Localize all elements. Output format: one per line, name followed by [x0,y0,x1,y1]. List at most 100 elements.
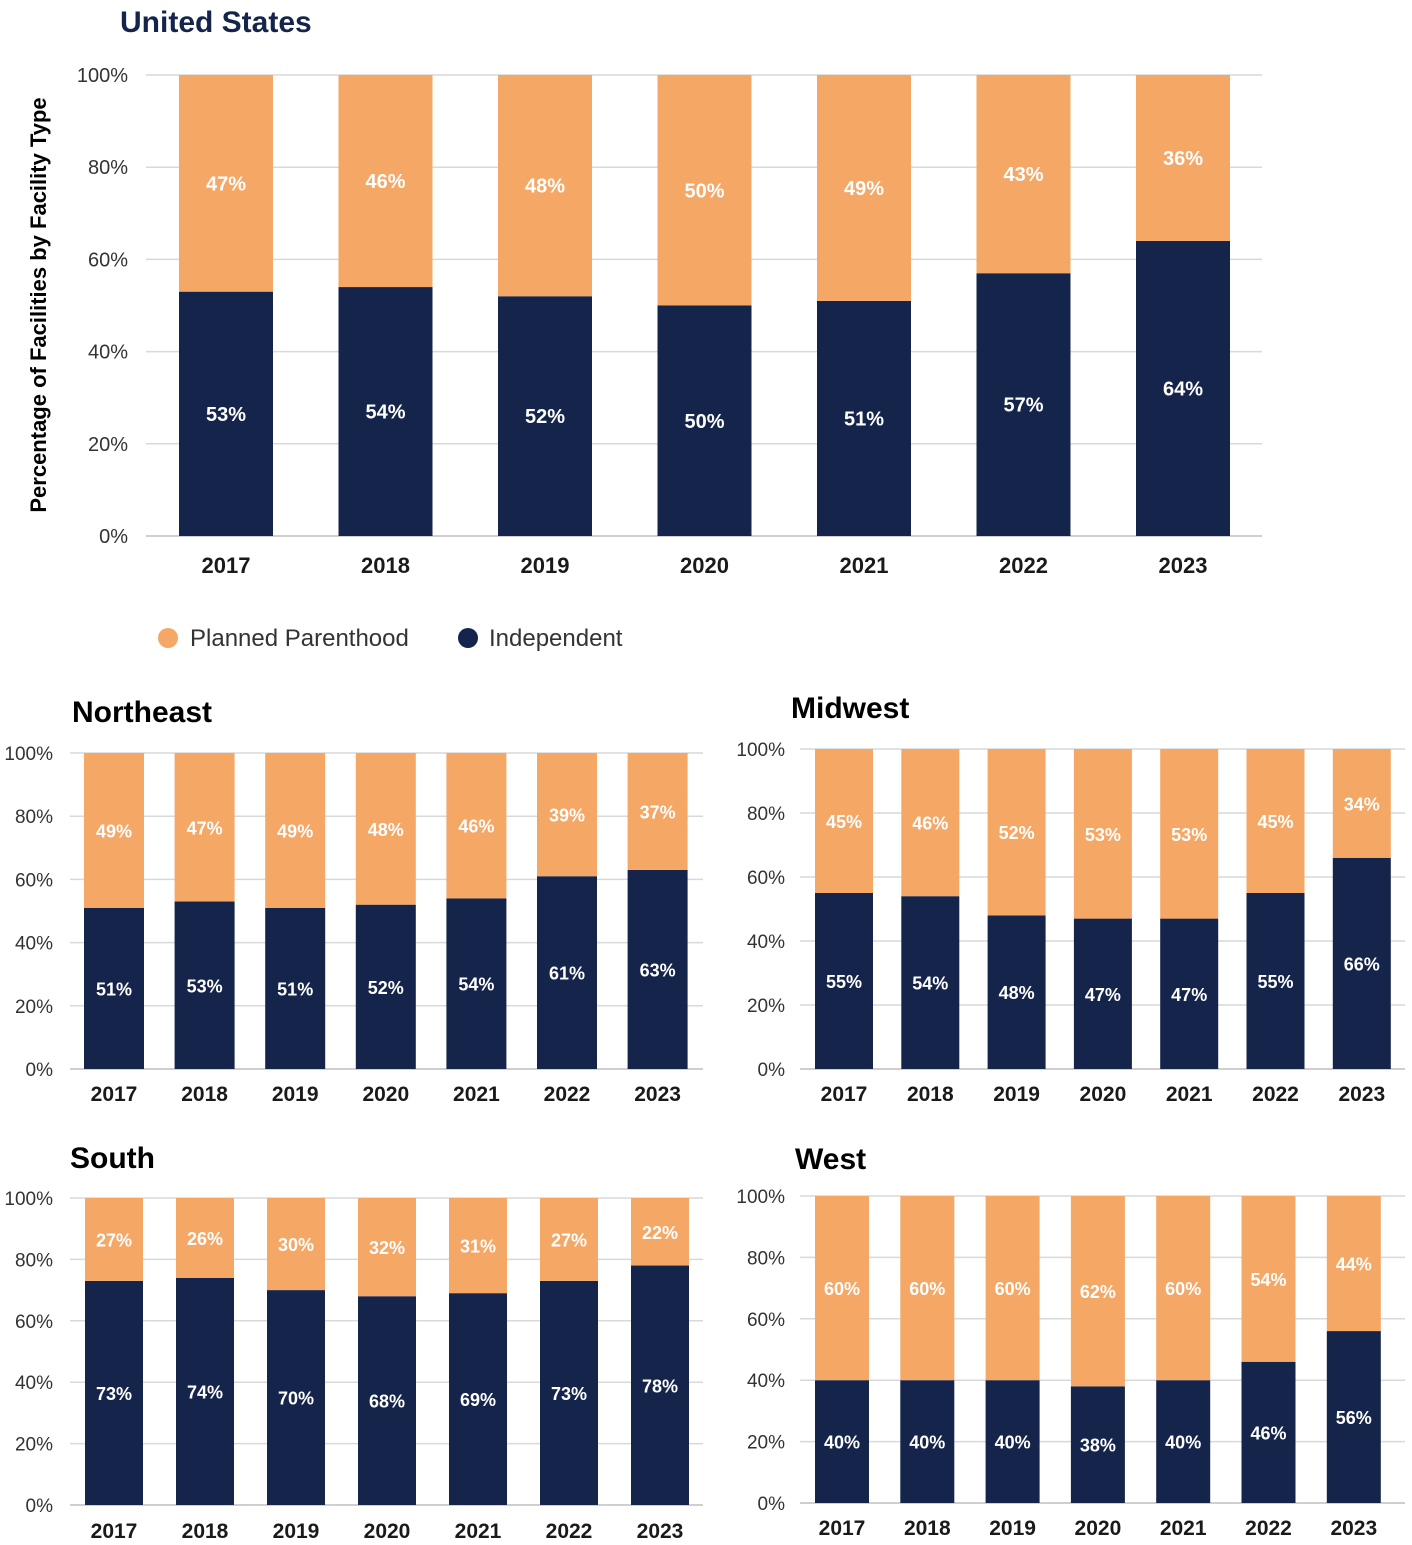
value-label-planned-parenthood-2022: 45% [1257,812,1293,832]
x-tick-label: 2022 [544,1083,591,1106]
bars [179,75,1230,536]
bar-independent-2017 [179,291,273,536]
chart-south: South 73% 27% 74% 26% 70% 30% 68% 32% 69% 31% 73% 2… [4,1142,703,1543]
value-label-planned-parenthood-2017: 47% [206,173,246,195]
value-label-independent-2020: 52% [368,978,404,998]
y-tick-label: 0% [758,1060,786,1081]
bar-independent-2017 [85,1280,143,1505]
bar-independent-2017 [815,893,873,1069]
bar-planned-parenthood-2017 [815,749,873,893]
value-label-independent-2021: 51% [844,408,884,430]
bar-independent-2018 [900,1380,955,1503]
value-label-planned-parenthood-2017: 45% [826,812,862,832]
bar-planned-parenthood-2020 [1073,749,1132,919]
value-label-planned-parenthood-2018: 46% [912,814,948,834]
value-label-planned-parenthood-2023: 36% [1163,148,1203,170]
y-tick-label: 40% [15,934,53,955]
x-tick-label: 2022 [999,553,1048,578]
x-tick-label: 2017 [821,1083,868,1106]
bar-planned-parenthood-2020 [358,1198,416,1297]
chart-title-south: South [70,1142,155,1175]
x-tick-labels: 2017 2018 2019 2020 2021 2022 2023 [819,1517,1378,1540]
y-tick-label: 20% [15,1435,53,1456]
value-label-planned-parenthood-2021: 53% [1171,825,1207,845]
value-label-independent-2022: 57% [1003,395,1043,417]
bar-independent-2021 [446,898,507,1069]
chart-title-midwest: Midwest [791,692,909,725]
value-label-independent-2018: 74% [187,1382,223,1402]
x-tick-label: 2023 [1330,1517,1377,1540]
x-tick-label: 2018 [907,1083,954,1106]
bar-independent-2019 [265,907,326,1069]
chart-northeast: Northeast 51% 49% 53% 47% 51% 49% 52% 48% 54% 46%… [4,696,703,1106]
bar-independent-2017 [84,907,144,1069]
bar-planned-parenthood-2022 [1246,749,1305,893]
x-tick-labels: 2017 2018 2019 2020 2021 2022 2023 [821,1083,1386,1106]
y-tick-label: 80% [747,1248,785,1269]
value-label-planned-parenthood-2023: 37% [640,802,676,822]
x-tick-label: 2019 [521,553,570,578]
bar-planned-parenthood-2022 [540,1198,598,1281]
bar-independent-2019 [985,1380,1040,1503]
bar-independent-2021 [1156,1380,1211,1503]
value-label-independent-2021: 54% [458,975,494,995]
value-labels: 51% 49% 53% 47% 51% 49% 52% 48% 54% 46% 61% 39% 63% 3… [96,802,676,999]
value-labels: 40% 60% 40% 60% 40% 60% 38% 62% 40% 60% 46% 54% 56% 4… [824,1255,1372,1456]
bar-independent-2020 [1070,1386,1125,1503]
bars [84,753,688,1069]
value-label-independent-2020: 38% [1080,1436,1116,1456]
bar-planned-parenthood-2023 [1332,749,1391,858]
y-tick-label: 40% [747,932,785,953]
value-label-planned-parenthood-2019: 48% [525,176,565,198]
chart-title-west: West [795,1143,866,1176]
bar-planned-parenthood-2017 [85,1198,143,1281]
x-tick-label: 2017 [819,1517,866,1540]
value-label-planned-parenthood-2022: 54% [1250,1270,1286,1290]
bar-independent-2022 [1246,893,1305,1069]
value-labels: 73% 27% 74% 26% 70% 30% 68% 32% 69% 31% 73% 27% 78% 2… [96,1223,678,1412]
value-label-independent-2019: 48% [999,983,1035,1003]
value-label-planned-parenthood-2021: 49% [844,178,884,200]
value-label-planned-parenthood-2018: 60% [909,1279,945,1299]
value-label-independent-2023: 63% [640,960,676,980]
bar-planned-parenthood-2018 [338,75,433,288]
x-tick-label: 2019 [989,1517,1036,1540]
bar-independent-2020 [1073,918,1132,1069]
value-label-planned-parenthood-2018: 26% [187,1229,223,1249]
value-label-planned-parenthood-2022: 27% [551,1230,587,1250]
value-label-planned-parenthood-2017: 60% [824,1279,860,1299]
y-tick-labels: 0% 20% 40% 60% 80% 100% [4,744,53,1081]
y-tick-label: 100% [77,65,128,87]
value-label-independent-2019: 70% [278,1389,314,1409]
bar-planned-parenthood-2020 [657,75,752,306]
value-labels: 53% 47% 54% 46% 52% 48% 50% 50% 51% 49% 57% 43% 64% 3… [206,148,1203,433]
value-label-planned-parenthood-2017: 49% [96,821,132,841]
x-tick-labels: 2017 2018 2019 2020 2021 2022 2023 [91,1520,684,1543]
bar-planned-parenthood-2019 [265,753,326,908]
bar-planned-parenthood-2021 [1160,749,1219,919]
value-label-planned-parenthood-2019: 52% [999,823,1035,843]
value-label-planned-parenthood-2020: 32% [369,1238,405,1258]
value-label-planned-parenthood-2020: 50% [684,180,724,202]
value-label-planned-parenthood-2017: 27% [96,1230,132,1250]
y-tick-label: 0% [26,1060,54,1081]
y-tick-label: 0% [26,1496,54,1517]
x-tick-label: 2018 [361,553,410,578]
bar-planned-parenthood-2018 [900,1196,955,1381]
value-label-independent-2023: 56% [1336,1408,1372,1428]
bar-independent-2018 [174,901,235,1069]
bar-independent-2022 [1241,1361,1296,1503]
legend-label-independent: Independent [489,625,623,652]
bar-independent-2020 [657,305,752,536]
bar-independent-2019 [498,296,592,536]
bar-planned-parenthood-2023 [631,1198,689,1266]
legend-marker-independent [458,628,478,648]
bar-planned-parenthood-2019 [987,749,1046,916]
value-label-independent-2021: 47% [1171,985,1207,1005]
bar-independent-2018 [901,896,960,1069]
x-tick-label: 2023 [634,1083,681,1106]
x-tick-label: 2023 [1338,1083,1385,1106]
bar-planned-parenthood-2018 [174,753,235,902]
bar-independent-2020 [355,904,416,1069]
bars [85,1198,689,1505]
